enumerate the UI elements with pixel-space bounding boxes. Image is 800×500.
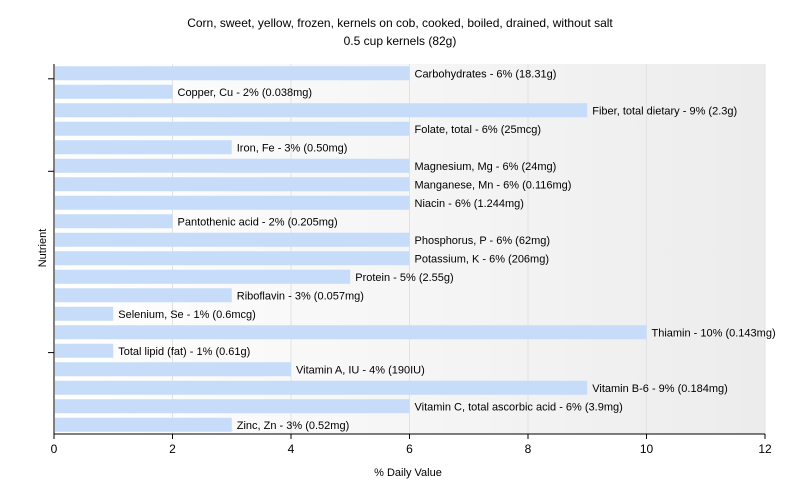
bar — [55, 306, 114, 321]
bar — [55, 214, 173, 229]
x-tick-label: 8 — [525, 442, 532, 456]
x-tick-label: 0 — [51, 442, 58, 456]
bar-label: Iron, Fe - 3% (0.50mg) — [237, 142, 348, 154]
bar — [55, 362, 291, 377]
bar-label: Potassium, K - 6% (206mg) — [415, 253, 550, 265]
bar-label: Phosphorus, P - 6% (62mg) — [415, 235, 551, 247]
bar — [55, 103, 588, 118]
bar — [55, 380, 588, 395]
x-axis-label: % Daily Value — [374, 467, 442, 479]
bar-label: Selenium, Se - 1% (0.6mcg) — [118, 309, 256, 321]
bar — [55, 66, 410, 81]
bar-label: Manganese, Mn - 6% (0.116mg) — [415, 179, 572, 191]
bar — [55, 195, 410, 210]
bar-label: Zinc, Zn - 3% (0.52mg) — [237, 420, 349, 432]
bar-labels: Carbohydrates - 6% (18.31g) Copper, Cu - … — [118, 68, 775, 432]
bar-label: Thiamin - 10% (0.143mg) — [652, 327, 776, 339]
bar-label: Vitamin B-6 - 9% (0.184mg) — [592, 383, 728, 395]
y-axis-label: Nutrient — [37, 229, 49, 268]
bar-label: Carbohydrates - 6% (18.31g) — [415, 68, 557, 80]
x-tick-label: 6 — [406, 442, 413, 456]
bar-label: Vitamin A, IU - 4% (190IU) — [296, 364, 425, 376]
bar — [55, 399, 410, 414]
bar-label: Niacin - 6% (1.244mg) — [415, 198, 524, 210]
bar-label: Fiber, total dietary - 9% (2.3g) — [592, 105, 737, 117]
bar-label: Copper, Cu - 2% (0.038mg) — [178, 87, 313, 99]
bar — [55, 177, 410, 192]
bar-label: Protein - 5% (2.55g) — [355, 272, 453, 284]
bar — [55, 269, 351, 284]
x-tick-label: 2 — [169, 442, 176, 456]
chart-title: Corn, sweet, yellow, frozen, kernels on … — [187, 16, 613, 30]
bar-label: Pantothenic acid - 2% (0.205mg) — [178, 216, 338, 228]
bar — [55, 84, 173, 99]
bar — [55, 121, 410, 136]
bar — [55, 288, 232, 303]
bar — [55, 417, 232, 432]
bar — [55, 325, 647, 340]
bars — [55, 66, 647, 432]
chart-subtitle: 0.5 cup kernels (82g) — [344, 34, 457, 48]
bar-label: Total lipid (fat) - 1% (0.61g) — [118, 346, 250, 358]
bar-label: Vitamin C, total ascorbic acid - 6% (3.9… — [415, 401, 623, 413]
x-tick-label: 4 — [288, 442, 295, 456]
bar-label: Folate, total - 6% (25mcg) — [415, 124, 542, 136]
x-ticks: 0 2 4 6 8 10 12 — [51, 434, 772, 456]
bar — [55, 232, 410, 247]
bar — [55, 343, 114, 358]
bar-label: Riboflavin - 3% (0.057mg) — [237, 290, 364, 302]
bar — [55, 140, 232, 155]
bar — [55, 251, 410, 266]
x-tick-label: 10 — [640, 442, 654, 456]
bar — [55, 158, 410, 173]
x-tick-label: 12 — [758, 442, 772, 456]
bar-label: Magnesium, Mg - 6% (24mg) — [415, 161, 557, 173]
